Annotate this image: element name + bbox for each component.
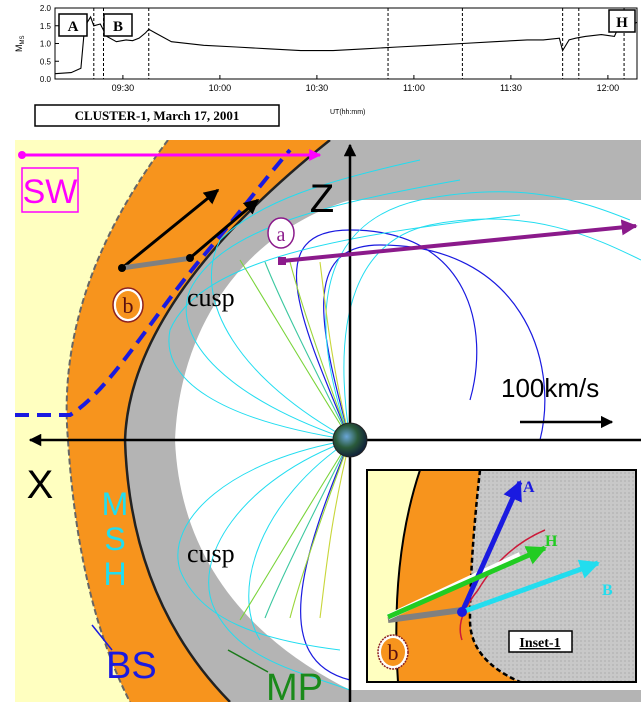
y-tick-label: 0.0 bbox=[40, 75, 52, 84]
cusp-top-label: cusp bbox=[187, 283, 235, 312]
x-tick-label: 11:30 bbox=[500, 83, 522, 93]
x-axis-label: UT(hh:mm) bbox=[330, 109, 365, 116]
point-a-marker bbox=[278, 257, 286, 265]
x-label: X bbox=[27, 463, 54, 507]
svg-text:CLUSTER-1, March 17, 2001: CLUSTER-1, March 17, 2001 bbox=[75, 108, 240, 123]
field-segment-b bbox=[121, 255, 193, 271]
point-b-marker-2 bbox=[186, 254, 194, 262]
inset-red-curve bbox=[459, 529, 546, 641]
msh-m-label: M bbox=[102, 486, 129, 522]
cluster-trajectory bbox=[15, 148, 292, 417]
inset-arrow-b bbox=[461, 559, 600, 615]
caption-box: CLUSTER-1, March 17, 2001 bbox=[34, 104, 280, 127]
y-tick-label: 1.0 bbox=[40, 40, 52, 49]
svg-text:B: B bbox=[113, 19, 123, 35]
marker-b-box: B bbox=[103, 13, 133, 37]
velocity-arrow-a bbox=[281, 219, 638, 263]
point-b: b bbox=[112, 287, 144, 323]
x-ticks: 09:30 10:00 10:30 11:00 11:30 12:00 bbox=[112, 75, 620, 93]
inset-title-box: Inset-1 bbox=[508, 630, 573, 653]
inset-label-h: H bbox=[545, 533, 558, 550]
x-tick-label: 10:30 bbox=[306, 83, 329, 93]
inset-label-b: B bbox=[602, 582, 613, 599]
mp-label: MP bbox=[266, 667, 323, 702]
svg-text:b: b bbox=[388, 640, 399, 665]
inset-gray-segment bbox=[387, 607, 463, 623]
inset-solar-wind bbox=[367, 470, 420, 682]
inner-field-lines bbox=[239, 259, 351, 621]
inset-point bbox=[457, 607, 467, 617]
inset-frame bbox=[366, 469, 637, 683]
sw-label: SW bbox=[23, 173, 78, 211]
solar-wind-arrow-origin bbox=[18, 151, 26, 159]
svg-text:a: a bbox=[277, 224, 286, 246]
bow-shock-line bbox=[65, 140, 169, 702]
sw-label-box bbox=[21, 167, 79, 213]
svg-text:b: b bbox=[123, 293, 134, 318]
inset-arrow-h bbox=[386, 545, 547, 620]
msh-s-label: S bbox=[104, 521, 125, 557]
inset-label-a: A bbox=[523, 479, 535, 496]
bs-label: BS bbox=[106, 645, 157, 687]
cusp-bottom-label: cusp bbox=[187, 539, 235, 568]
y-axis-label: MMS bbox=[14, 36, 26, 53]
x-tick-label: 12:00 bbox=[597, 83, 620, 93]
point-b-marker bbox=[118, 264, 126, 272]
msh-h-label: H bbox=[103, 556, 126, 592]
velocity-arrow-b bbox=[121, 188, 220, 270]
svg-text:A: A bbox=[68, 19, 79, 35]
bs-pointer bbox=[91, 624, 113, 651]
inset-panel: b A H B Inset-1 bbox=[366, 469, 637, 683]
x-tick-label: 11:00 bbox=[403, 83, 425, 93]
time-series-panel: 2.0 1.5 1.0 0.5 0.0 09:30 10:00 10:30 11:00 11:3… bbox=[14, 4, 638, 127]
inset-point-b: b bbox=[377, 634, 409, 670]
cyan-field-lines bbox=[168, 159, 641, 691]
marker-a-box: A bbox=[58, 13, 88, 37]
point-a: a bbox=[267, 217, 295, 249]
inset-arrow-a bbox=[459, 480, 523, 614]
mach-number-series bbox=[54, 15, 638, 75]
mp-pointer bbox=[227, 649, 269, 673]
svg-text:Inset-1: Inset-1 bbox=[519, 636, 560, 651]
inset-magnetopause bbox=[468, 470, 521, 682]
scale-label: 100km/s bbox=[501, 373, 599, 403]
y-tick-label: 1.5 bbox=[40, 22, 52, 31]
earth bbox=[332, 422, 368, 458]
z-label: Z bbox=[310, 177, 334, 221]
plot-frame bbox=[54, 7, 638, 80]
y-tick-label: 0.5 bbox=[40, 57, 52, 66]
x-tick-label: 09:30 bbox=[112, 83, 135, 93]
y-tick-label: 2.0 bbox=[40, 4, 52, 13]
velocity-arrow-b2 bbox=[189, 198, 260, 260]
x-tick-label: 10:00 bbox=[209, 83, 232, 93]
marker-h-box: H bbox=[608, 9, 636, 33]
svg-text:H: H bbox=[616, 15, 628, 31]
